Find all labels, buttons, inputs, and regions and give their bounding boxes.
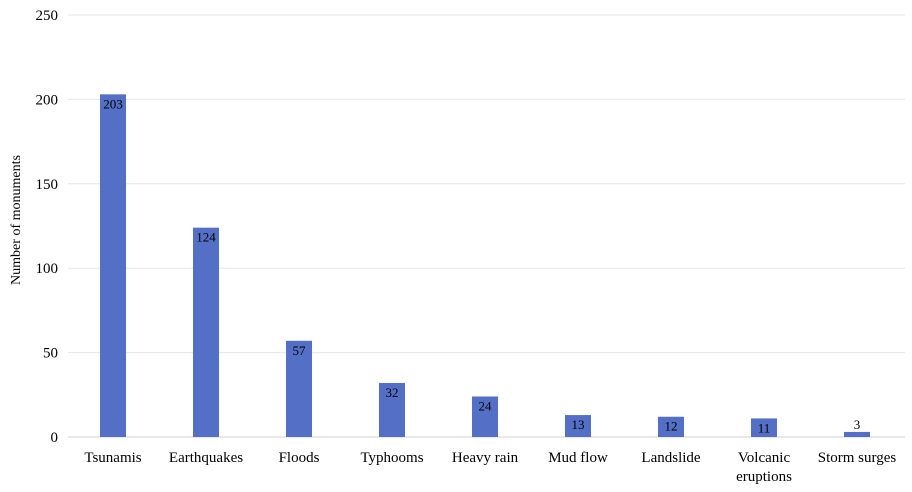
data-label: 57 bbox=[293, 343, 307, 358]
data-label: 13 bbox=[572, 417, 585, 432]
x-tick-label: Tsunamis bbox=[84, 450, 141, 466]
data-label: 24 bbox=[479, 398, 493, 413]
x-tick-label: Floods bbox=[279, 450, 320, 466]
y-tick-label: 50 bbox=[43, 346, 58, 362]
y-tick-label: 200 bbox=[36, 92, 59, 108]
bar bbox=[100, 94, 126, 437]
bar bbox=[379, 382, 405, 437]
data-label: 124 bbox=[196, 230, 216, 245]
x-tick-label: Heavy rain bbox=[452, 450, 519, 466]
y-tick-label: 100 bbox=[36, 261, 59, 277]
data-label: 203 bbox=[103, 96, 123, 111]
data-label: 12 bbox=[665, 419, 678, 434]
bar bbox=[844, 431, 870, 437]
y-tick-label: 250 bbox=[36, 8, 59, 24]
x-tick-label: Mud flow bbox=[548, 450, 608, 466]
x-tick-label: Storm surges bbox=[818, 450, 897, 466]
x-tick-label: Landslide bbox=[641, 450, 700, 466]
bar bbox=[751, 418, 777, 437]
x-axis-categories: Tsunamis Earthquakes Floods Typhooms Heavy r… bbox=[84, 450, 896, 485]
bar bbox=[193, 227, 219, 437]
data-label: 32 bbox=[386, 385, 399, 400]
data-labels: 203 124 57 32 24 13 12 11 3 bbox=[103, 96, 860, 435]
bars bbox=[100, 94, 870, 437]
data-label: 11 bbox=[758, 420, 771, 435]
x-tick-label: Volcanic eruptions bbox=[736, 450, 792, 485]
bar bbox=[565, 415, 591, 437]
x-tick-label: Typhooms bbox=[360, 450, 423, 466]
bar bbox=[286, 340, 312, 437]
y-tick-label: 150 bbox=[36, 177, 59, 193]
x-tick-label: Earthquakes bbox=[169, 450, 243, 466]
bar bbox=[472, 396, 498, 437]
y-tick-label: 0 bbox=[51, 430, 59, 446]
y-axis-title: Number of monuments bbox=[9, 155, 24, 285]
y-axis-ticks: 0 50 100 150 200 250 bbox=[36, 8, 59, 446]
data-label: 3 bbox=[854, 417, 861, 432]
bar bbox=[658, 416, 684, 437]
